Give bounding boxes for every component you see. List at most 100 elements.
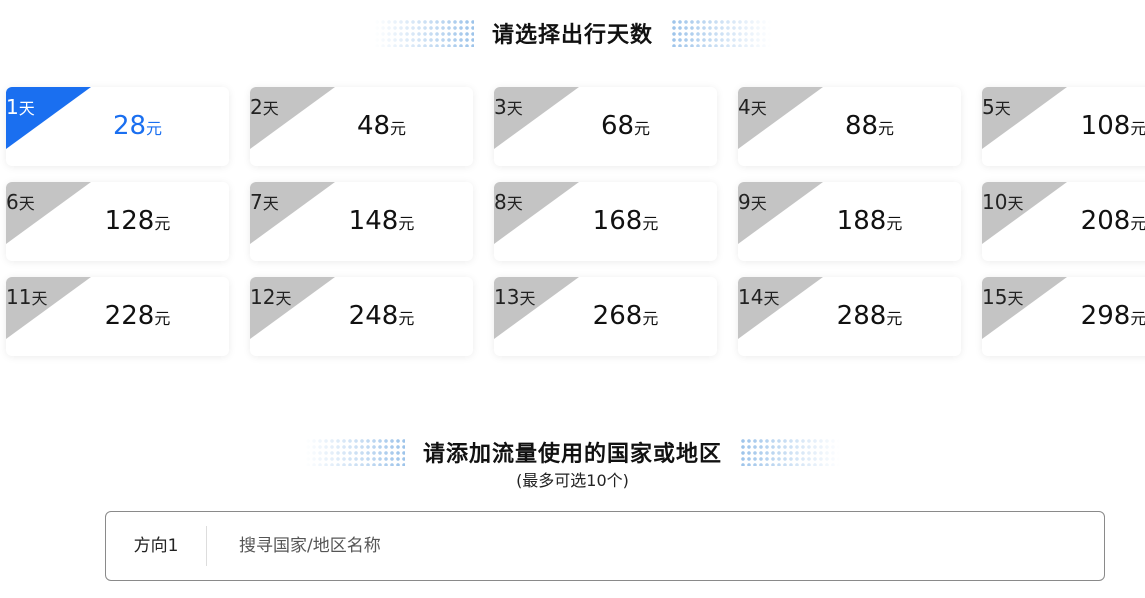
- plan-days-unit: 天: [1007, 289, 1024, 308]
- plan-price-amount: 28: [112, 111, 147, 141]
- plan-price: 298元: [1022, 301, 1145, 331]
- plan-days-number: 8: [494, 190, 507, 214]
- plan-card-4-days[interactable]: 4天 88元: [738, 87, 961, 166]
- plan-card-9-days[interactable]: 9天 188元: [738, 182, 961, 261]
- plan-days-unit: 天: [519, 289, 536, 308]
- plan-card-13-days[interactable]: 13天 268元: [494, 277, 717, 356]
- plan-price-currency: 元: [390, 119, 407, 138]
- plan-days-unit: 天: [31, 289, 48, 308]
- plan-days-unit: 天: [275, 289, 292, 308]
- plan-days-label: 6天: [6, 190, 35, 214]
- plan-days-label: 14天: [738, 285, 779, 309]
- plan-price-amount: 48: [356, 111, 391, 141]
- plan-card-10-days[interactable]: 10天 208元: [982, 182, 1145, 261]
- plan-price-currency: 元: [886, 214, 903, 233]
- plan-card-15-days[interactable]: 15天 298元: [982, 277, 1145, 356]
- plan-days-unit: 天: [506, 99, 523, 118]
- plan-price-amount: 88: [844, 111, 879, 141]
- plan-days-number: 11: [6, 285, 32, 309]
- destination-search-input[interactable]: [237, 535, 1104, 557]
- country-section-title: 请添加流量使用的国家或地区: [422, 442, 722, 467]
- days-section-title: 请选择出行天数: [491, 23, 653, 48]
- plan-price: 88元: [778, 111, 961, 141]
- plan-price-currency: 元: [642, 214, 659, 233]
- plan-days-unit: 天: [506, 194, 523, 213]
- country-section-header: 请添加流量使用的国家或地区: [0, 436, 1145, 468]
- plan-price-currency: 元: [154, 309, 171, 328]
- plan-price-amount: 208: [1080, 206, 1131, 236]
- plan-price-amount: 288: [836, 301, 887, 331]
- plan-price: 128元: [46, 206, 229, 236]
- plan-price: 288元: [778, 301, 961, 331]
- plan-grid: 1天 28元 2天 48元 3天 68元 4天 88元 5天 108元 6天 128元 7天 148元 8天…: [6, 87, 1145, 356]
- plan-days-number: 13: [494, 285, 520, 309]
- plan-price: 168元: [534, 206, 717, 236]
- plan-price-amount: 168: [592, 206, 643, 236]
- destination-row: 方向1: [105, 511, 1105, 581]
- plan-price: 28元: [46, 111, 229, 141]
- plan-price-currency: 元: [146, 119, 163, 138]
- plan-price-amount: 148: [348, 206, 399, 236]
- plan-days-number: 9: [738, 190, 751, 214]
- dots-decoration-right: [740, 438, 840, 466]
- plan-days-label: 12天: [250, 285, 291, 309]
- plan-card-14-days[interactable]: 14天 288元: [738, 277, 961, 356]
- plan-price-amount: 188: [836, 206, 887, 236]
- plan-price-amount: 298: [1080, 301, 1131, 331]
- plan-price-currency: 元: [1130, 119, 1145, 138]
- plan-days-label: 1天: [6, 95, 35, 119]
- plan-days-label: 5天: [982, 95, 1011, 119]
- plan-price: 228元: [46, 301, 229, 331]
- plan-price-currency: 元: [878, 119, 895, 138]
- plan-price-amount: 128: [104, 206, 155, 236]
- plan-price: 108元: [1022, 111, 1145, 141]
- plan-days-label: 2天: [250, 95, 279, 119]
- plan-price-currency: 元: [398, 214, 415, 233]
- plan-days-number: 10: [982, 190, 1008, 214]
- plan-card-11-days[interactable]: 11天 228元: [6, 277, 229, 356]
- plan-days-number: 1: [6, 95, 19, 119]
- plan-days-label: 8天: [494, 190, 523, 214]
- plan-days-number: 7: [250, 190, 263, 214]
- plan-card-2-days[interactable]: 2天 48元: [250, 87, 473, 166]
- plan-days-number: 12: [250, 285, 276, 309]
- plan-price-currency: 元: [886, 309, 903, 328]
- plan-price-currency: 元: [154, 214, 171, 233]
- dots-decoration-left: [304, 438, 405, 466]
- plan-days-unit: 天: [763, 289, 780, 308]
- plan-days-number: 14: [738, 285, 764, 309]
- plan-card-6-days[interactable]: 6天 128元: [6, 182, 229, 261]
- plan-price-currency: 元: [1130, 309, 1145, 328]
- plan-days-number: 2: [250, 95, 263, 119]
- plan-card-8-days[interactable]: 8天 168元: [494, 182, 717, 261]
- plan-days-unit: 天: [262, 194, 279, 213]
- plan-card-3-days[interactable]: 3天 68元: [494, 87, 717, 166]
- plan-price-amount: 108: [1080, 111, 1131, 141]
- plan-days-unit: 天: [18, 99, 35, 118]
- plan-card-1-days[interactable]: 1天 28元: [6, 87, 229, 166]
- plan-card-7-days[interactable]: 7天 148元: [250, 182, 473, 261]
- plan-price-currency: 元: [642, 309, 659, 328]
- plan-days-unit: 天: [750, 194, 767, 213]
- plan-days-unit: 天: [994, 99, 1011, 118]
- plan-days-number: 4: [738, 95, 751, 119]
- plan-days-number: 5: [982, 95, 995, 119]
- plan-days-label: 9天: [738, 190, 767, 214]
- destination-label: 方向1: [106, 526, 207, 566]
- plan-days-label: 13天: [494, 285, 535, 309]
- plan-price-amount: 248: [348, 301, 399, 331]
- country-section-subtitle: (最多可选10个): [516, 471, 629, 490]
- plan-days-label: 10天: [982, 190, 1023, 214]
- plan-card-5-days[interactable]: 5天 108元: [982, 87, 1145, 166]
- plan-price: 68元: [534, 111, 717, 141]
- plan-days-number: 15: [982, 285, 1008, 309]
- plan-days-label: 7天: [250, 190, 279, 214]
- plan-days-number: 6: [6, 190, 19, 214]
- plan-price-amount: 68: [600, 111, 635, 141]
- dots-decoration-right: [671, 19, 771, 47]
- plan-card-12-days[interactable]: 12天 248元: [250, 277, 473, 356]
- plan-price: 48元: [290, 111, 473, 141]
- plan-days-unit: 天: [750, 99, 767, 118]
- plan-days-label: 15天: [982, 285, 1023, 309]
- plan-days-label: 4天: [738, 95, 767, 119]
